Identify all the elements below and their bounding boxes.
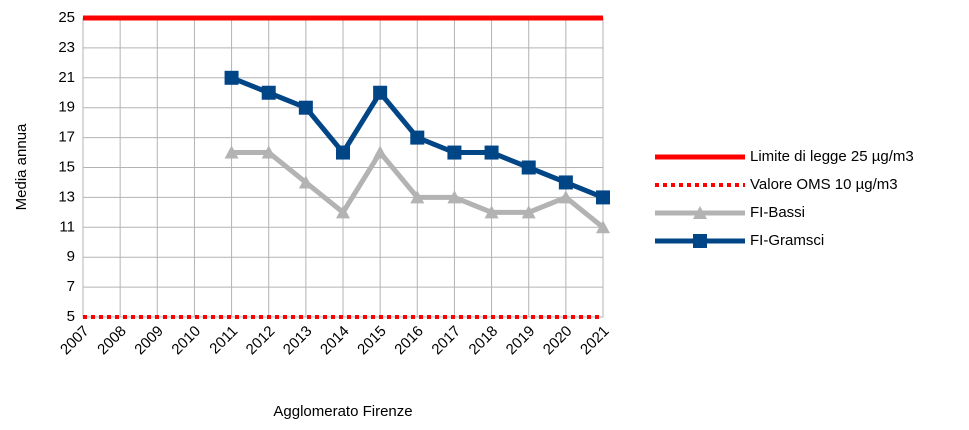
- marker: [373, 85, 388, 100]
- marker: [298, 175, 313, 189]
- x-tick-label: 2019: [503, 323, 539, 359]
- legend-label: Valore OMS 10 µg/m3: [750, 176, 898, 193]
- marker: [336, 205, 350, 219]
- marker: [558, 175, 573, 190]
- x-tick-label: 2016: [391, 323, 427, 359]
- marker: [596, 220, 610, 234]
- y-tick-label: 9: [67, 248, 75, 265]
- legend-label: FI-Gramsci: [750, 232, 824, 249]
- x-tick-label: 2011: [206, 323, 241, 358]
- y-tick-label: 7: [67, 278, 75, 295]
- marker: [693, 206, 707, 219]
- x-tick-label: 2020: [540, 323, 576, 359]
- x-tick-label: 2017: [428, 323, 464, 359]
- legend-label: FI-Bassi: [750, 204, 805, 221]
- marker: [373, 145, 388, 159]
- y-tick-label: 11: [59, 218, 75, 235]
- marker: [224, 70, 239, 85]
- marker: [596, 190, 610, 205]
- marker: [521, 160, 536, 175]
- x-tick-label: 2007: [57, 323, 93, 359]
- y-axis-label: Media annua: [13, 123, 30, 210]
- x-tick-label: 2018: [466, 323, 502, 359]
- y-tick-label: 23: [58, 39, 75, 56]
- marker: [447, 190, 462, 204]
- x-tick-label: 2015: [354, 323, 390, 359]
- y-tick-label: 5: [67, 308, 75, 325]
- y-tick-label: 25: [58, 9, 75, 26]
- x-tick-label: 2021: [577, 323, 613, 359]
- x-tick-label: 2013: [280, 323, 316, 359]
- marker: [410, 130, 425, 145]
- marker: [336, 145, 350, 160]
- marker: [693, 234, 707, 248]
- marker: [224, 145, 239, 159]
- marker: [298, 100, 313, 115]
- y-tick-label: 21: [58, 69, 75, 86]
- y-tick-label: 19: [58, 99, 75, 116]
- x-axis-label: Agglomerato Firenze: [273, 403, 412, 420]
- y-tick-label: 17: [58, 129, 75, 146]
- marker: [484, 145, 499, 160]
- y-tick-label: 13: [58, 188, 75, 205]
- marker: [261, 85, 276, 100]
- x-tick-label: 2014: [317, 323, 353, 359]
- x-tick-label: 2008: [94, 323, 130, 359]
- marker: [447, 145, 462, 160]
- legend-label: Limite di legge 25 µg/m3: [750, 148, 914, 165]
- marker: [410, 190, 425, 204]
- y-tick-label: 15: [58, 158, 75, 175]
- marker: [558, 190, 573, 204]
- marker: [484, 205, 499, 219]
- x-tick-label: 2009: [131, 323, 167, 359]
- x-tick-label: 2010: [168, 323, 204, 359]
- x-tick-label: 2012: [243, 323, 279, 359]
- marker: [261, 145, 276, 159]
- marker: [521, 205, 536, 219]
